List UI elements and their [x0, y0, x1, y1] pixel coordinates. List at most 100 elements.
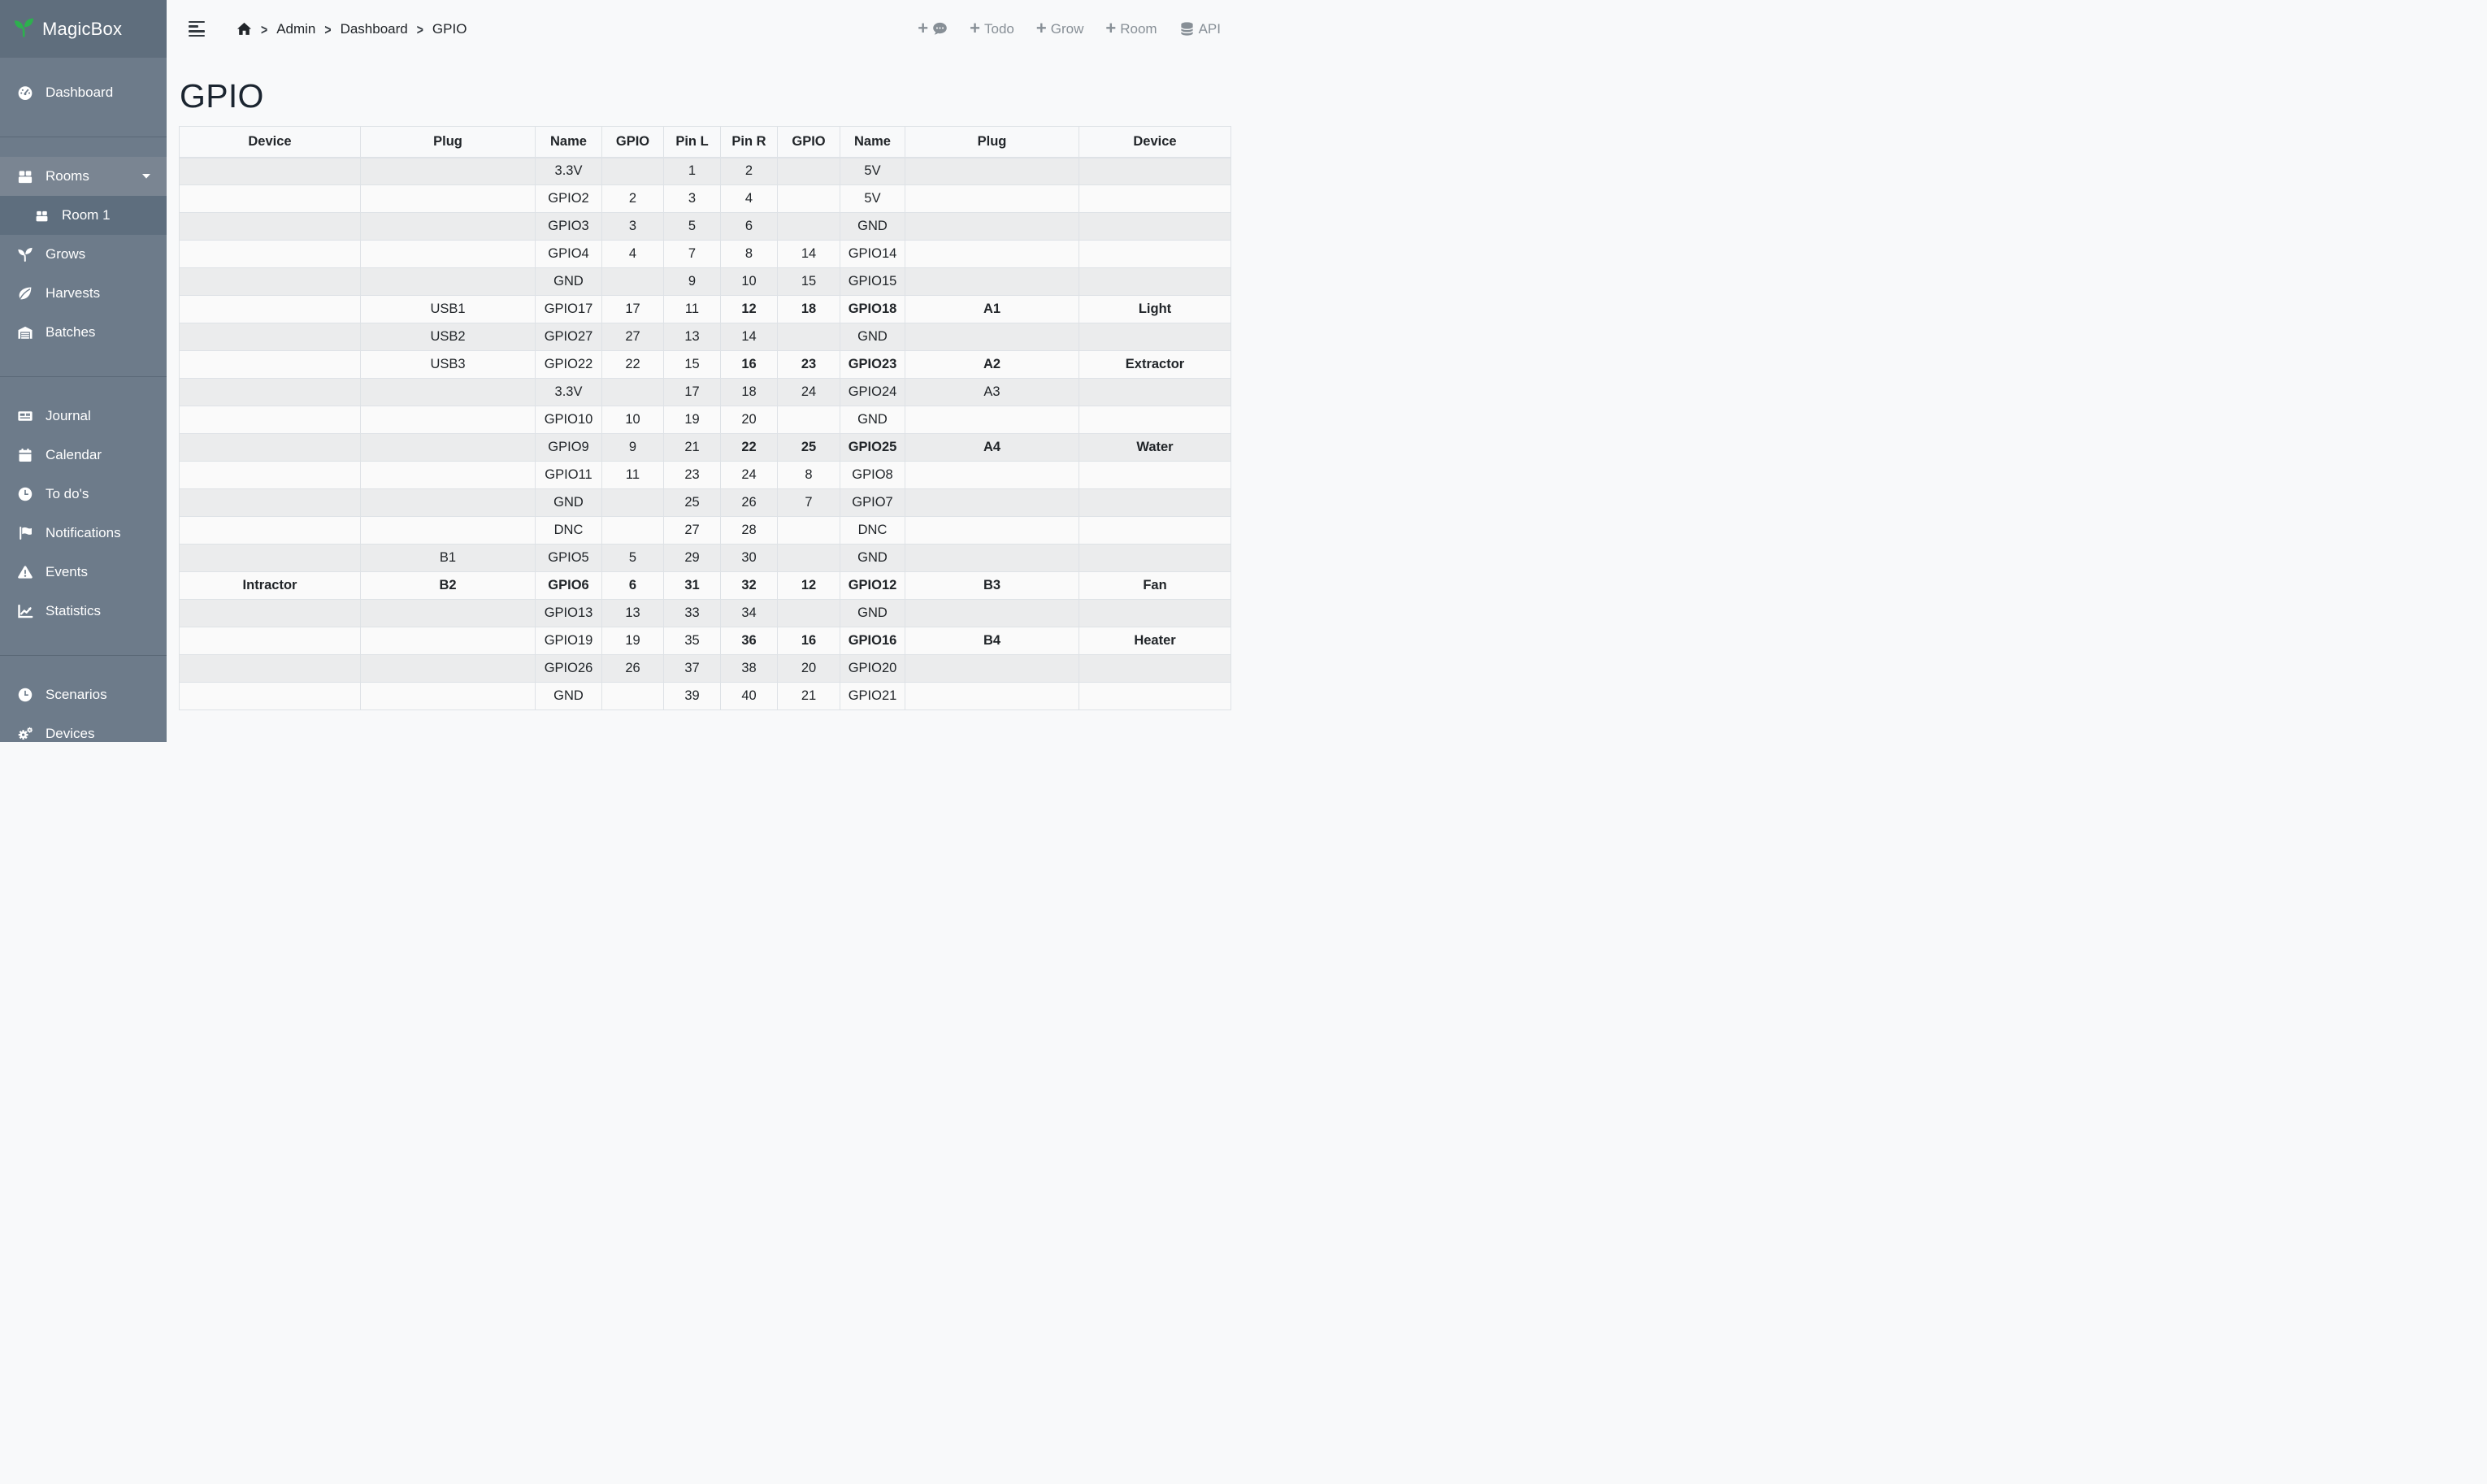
table-cell: 3.3V	[535, 378, 602, 406]
table-cell	[601, 267, 664, 296]
add-grow-label: Grow	[1050, 20, 1084, 37]
table-cell: 37	[663, 654, 721, 683]
sidebar-item-harvests[interactable]: Harvests	[0, 274, 167, 313]
table-row: 3.3V 17 18 24 GPIO24 A3	[179, 378, 1231, 406]
gauge-icon	[16, 85, 34, 101]
table-cell: 6	[601, 571, 664, 600]
sidebar-item-label: Dashboard	[46, 85, 114, 100]
table-cell	[777, 212, 840, 241]
table-cell: 3.3V	[535, 157, 602, 185]
gpio-table: Device Plug Name GPIO Pin L Pin R GPIO N…	[179, 126, 1231, 710]
table-cell: 22	[601, 350, 664, 379]
table-cell	[905, 157, 1079, 185]
table-cell: A3	[905, 378, 1079, 406]
table-cell	[179, 378, 361, 406]
sidebar-item-label: Devices	[46, 726, 95, 741]
table-cell: GPIO16	[840, 627, 905, 655]
brand-name: MagicBox	[42, 18, 123, 39]
gpio-table-head: Device Plug Name GPIO Pin L Pin R GPIO N…	[179, 126, 1231, 158]
table-cell	[179, 488, 361, 517]
table-cell: 18	[720, 378, 778, 406]
table-cell: 25	[777, 433, 840, 462]
table-cell	[1079, 267, 1231, 296]
api-label: API	[1198, 20, 1221, 37]
sidebar-item-events[interactable]: Events	[0, 553, 167, 592]
table-cell	[905, 267, 1079, 296]
table-cell: DNC	[535, 516, 602, 545]
table-cell: 21	[663, 433, 721, 462]
table-cell: 12	[720, 295, 778, 323]
sidebar-item-label: Journal	[46, 408, 91, 423]
table-cell: A2	[905, 350, 1079, 379]
table-row: 3.3V 1 2 5V	[179, 157, 1231, 185]
add-todo-button[interactable]: + Todo	[970, 19, 1014, 38]
box-icon	[16, 168, 34, 184]
table-cell	[360, 433, 536, 462]
sidebar-item-notifications[interactable]: Notifications	[0, 514, 167, 553]
table-cell	[360, 184, 536, 213]
table-cell	[905, 654, 1079, 683]
table-cell: GPIO4	[535, 240, 602, 268]
table-cell	[179, 654, 361, 683]
table-cell	[1079, 157, 1231, 185]
sidebar-item-label: Calendar	[46, 447, 102, 462]
table-cell: 19	[601, 627, 664, 655]
table-cell	[777, 184, 840, 213]
add-grow-button[interactable]: + Grow	[1036, 19, 1084, 38]
table-cell	[360, 516, 536, 545]
plus-icon: +	[1105, 17, 1117, 38]
table-cell	[179, 240, 361, 268]
table-cell: 3	[601, 212, 664, 241]
table-cell	[905, 599, 1079, 627]
table-cell: GND	[840, 544, 905, 572]
table-cell	[905, 544, 1079, 572]
sidebar-item-scenarios[interactable]: Scenarios	[0, 675, 167, 714]
sidebar-item-rooms[interactable]: Rooms	[0, 157, 167, 196]
breadcrumb-item-dashboard[interactable]: Dashboard	[340, 20, 408, 37]
sidebar-item-grows[interactable]: Grows	[0, 235, 167, 274]
table-cell: 19	[663, 406, 721, 434]
comment-icon	[932, 21, 948, 37]
table-cell	[179, 627, 361, 655]
sidebar-item-label: Events	[46, 564, 88, 579]
gpio-table-body: 3.3V 1 2 5V GPIO2 2 3 4 5V GPIO3 3 5 6 GND GPIO4 4 7 8 14 G…	[179, 157, 1231, 710]
table-row: GND 39 40 21 GPIO21	[179, 682, 1231, 710]
table-cell	[179, 184, 361, 213]
table-cell	[1079, 212, 1231, 241]
sidebar-item-statistics[interactable]: Statistics	[0, 592, 167, 631]
sidebar-item-todos[interactable]: To do's	[0, 475, 167, 514]
home-icon[interactable]	[237, 21, 252, 37]
table-cell: 25	[663, 488, 721, 517]
breadcrumb-separator: >	[324, 20, 332, 37]
table-cell	[179, 516, 361, 545]
table-header-row: Device Plug Name GPIO Pin L Pin R GPIO N…	[179, 126, 1231, 158]
table-cell: 4	[720, 184, 778, 213]
table-cell: 35	[663, 627, 721, 655]
sidebar-item-dashboard[interactable]: Dashboard	[0, 73, 167, 112]
table-cell	[601, 682, 664, 710]
sidebar-item-calendar[interactable]: Calendar	[0, 436, 167, 475]
add-comment-button[interactable]: +	[918, 19, 948, 38]
sidebar-item-devices[interactable]: Devices	[0, 714, 167, 753]
api-button[interactable]: API	[1179, 21, 1221, 37]
sidebar-item-batches[interactable]: Batches	[0, 313, 167, 352]
sidebar-item-room-1[interactable]: Room 1	[0, 196, 167, 235]
table-cell	[1079, 544, 1231, 572]
table-cell: 8	[777, 461, 840, 489]
add-room-label: Room	[1120, 20, 1157, 37]
menu-toggle-icon[interactable]	[187, 18, 206, 40]
table-cell: GPIO14	[840, 240, 905, 268]
add-room-button[interactable]: + Room	[1105, 17, 1157, 38]
topbar: > Admin > Dashboard > GPIO + +	[167, 0, 1244, 58]
breadcrumb-item-admin[interactable]: Admin	[276, 20, 316, 37]
table-cell: DNC	[840, 516, 905, 545]
sidebar-item-label: Scenarios	[46, 687, 107, 702]
sidebar-item-journal[interactable]: Journal	[0, 397, 167, 436]
table-cell: 14	[720, 323, 778, 351]
table-row: GPIO2 2 3 4 5V	[179, 184, 1231, 213]
table-cell: 10	[720, 267, 778, 296]
table-cell	[179, 267, 361, 296]
brand[interactable]: MagicBox	[0, 0, 167, 58]
sidebar-item-label: Room 1	[62, 207, 111, 223]
table-cell: GPIO24	[840, 378, 905, 406]
